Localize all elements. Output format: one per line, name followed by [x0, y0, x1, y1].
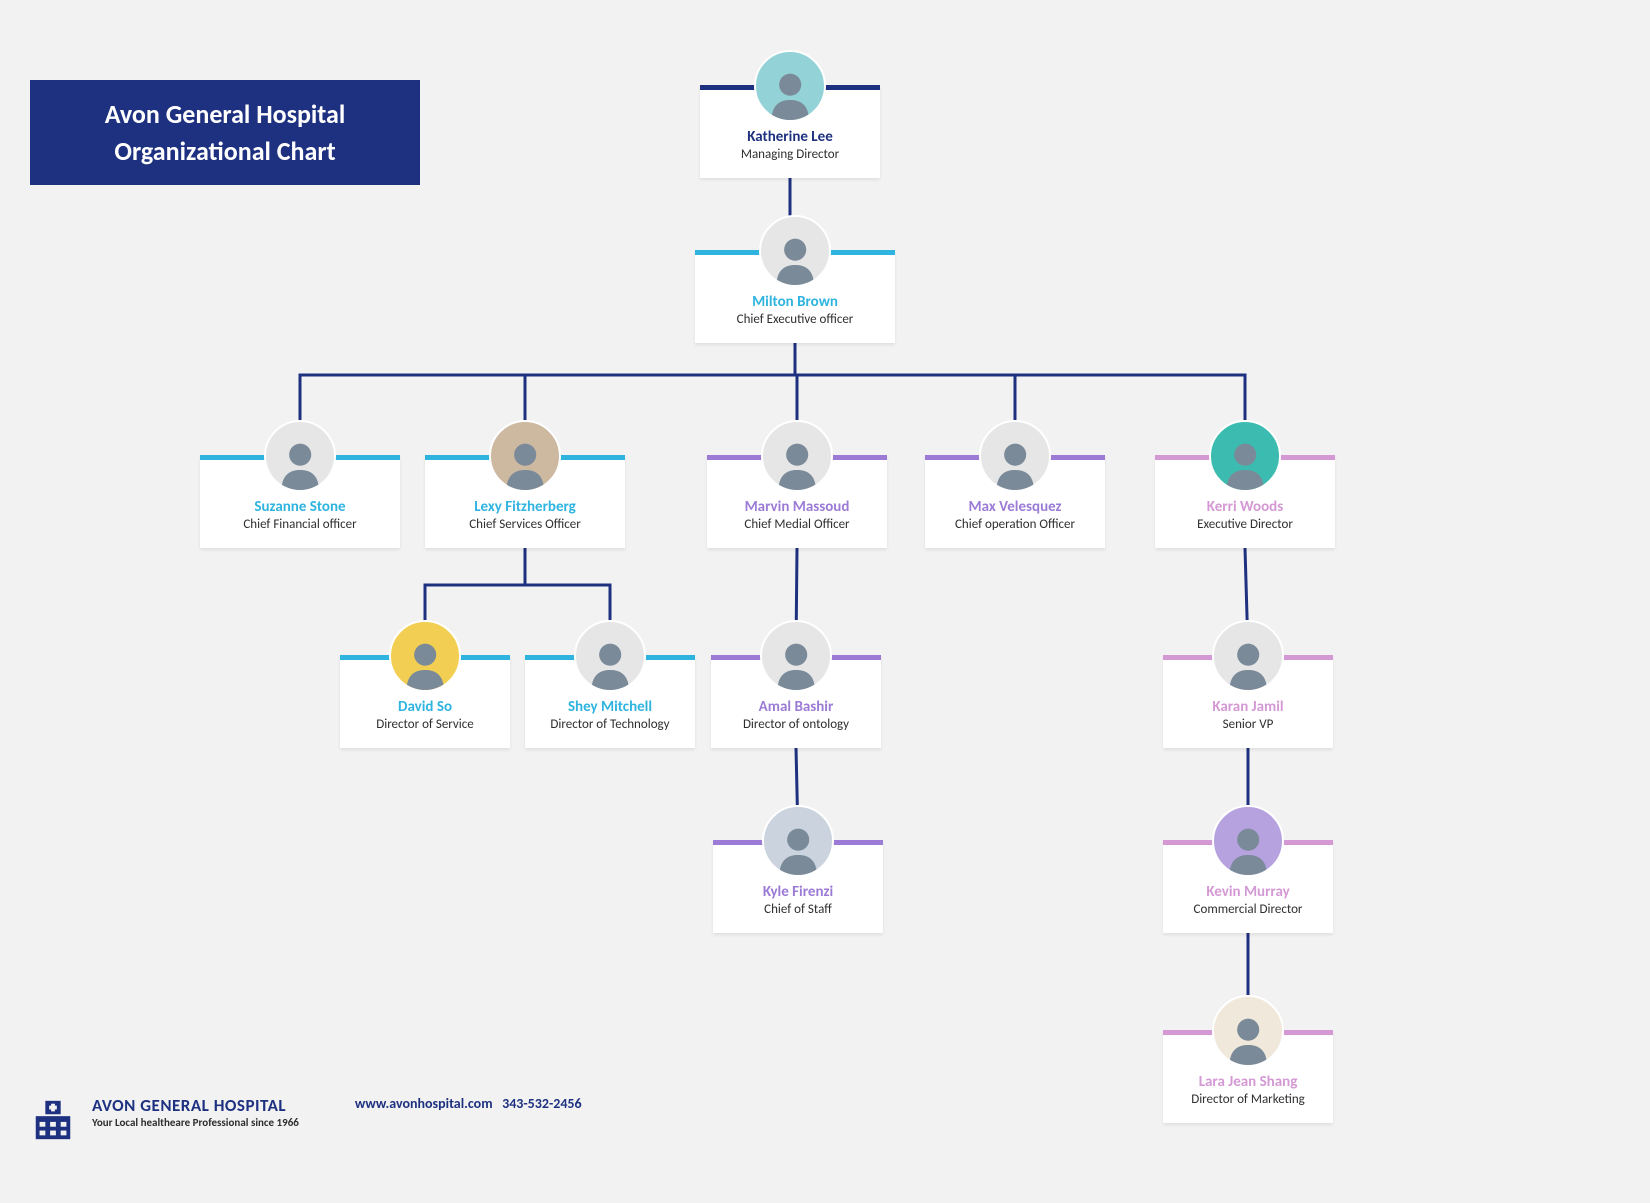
org-node-role: Director of Technology — [533, 717, 687, 734]
footer-phone: 343-532-2456 — [502, 1095, 582, 1112]
org-node-role: Director of ontology — [719, 717, 873, 734]
chart-title-line1: Avon General Hospital — [105, 96, 346, 132]
avatar-icon — [1212, 995, 1284, 1067]
avatar-icon — [760, 620, 832, 692]
org-node-role: Chief of Staff — [721, 902, 875, 919]
org-node-kevin: Kevin MurrayCommercial Director — [1163, 840, 1333, 933]
chart-title-line2: Organizational Chart — [114, 133, 335, 169]
org-node-name: Kevin Murray — [1171, 883, 1325, 902]
org-node-karan: Karan JamilSenior VP — [1163, 655, 1333, 748]
org-node-role: Executive Director — [1163, 517, 1327, 534]
org-node-lara: Lara Jean ShangDirector of Marketing — [1163, 1030, 1333, 1123]
org-node-name: Kyle Firenzi — [721, 883, 875, 902]
avatar-icon — [389, 620, 461, 692]
org-node-katherine: Katherine LeeManaging Director — [700, 85, 880, 178]
avatar-icon — [264, 420, 336, 492]
org-node-role: Chief operation Officer — [933, 517, 1097, 534]
org-node-name: Kerri Woods — [1163, 498, 1327, 517]
org-node-lexy: Lexy FitzherbergChief Services Officer — [425, 455, 625, 548]
avatar-icon — [1212, 620, 1284, 692]
org-node-name: Shey Mitchell — [533, 698, 687, 717]
org-node-role: Senior VP — [1171, 717, 1325, 734]
avatar-icon — [759, 215, 831, 287]
org-node-shey: Shey MitchellDirector of Technology — [525, 655, 695, 748]
chart-title: Avon General Hospital Organizational Cha… — [30, 80, 420, 185]
org-node-name: Milton Brown — [703, 293, 887, 312]
org-node-role: Chief Financial officer — [208, 517, 392, 534]
org-node-max: Max VelesquezChief operation Officer — [925, 455, 1105, 548]
org-node-name: Karan Jamil — [1171, 698, 1325, 717]
org-node-name: Amal Bashir — [719, 698, 873, 717]
avatar-icon — [489, 420, 561, 492]
footer: AVON GENERAL HOSPITAL Your Local healthe… — [30, 1095, 650, 1143]
footer-tagline: Your Local healtheare Professional since… — [92, 1116, 299, 1129]
org-node-suzanne: Suzanne StoneChief Financial officer — [200, 455, 400, 548]
org-node-role: Director of Marketing — [1171, 1092, 1325, 1109]
org-node-kyle: Kyle FirenziChief of Staff — [713, 840, 883, 933]
org-node-marvin: Marvin MassoudChief Medial Officer — [707, 455, 887, 548]
org-node-name: Lexy Fitzherberg — [433, 498, 617, 517]
avatar-icon — [762, 805, 834, 877]
hospital-icon — [30, 1097, 76, 1143]
footer-org-block: AVON GENERAL HOSPITAL Your Local healthe… — [92, 1095, 299, 1129]
org-node-milton: Milton BrownChief Executive officer — [695, 250, 895, 343]
org-node-role: Commercial Director — [1171, 902, 1325, 919]
org-node-role: Chief Services Officer — [433, 517, 617, 534]
org-node-kerri: Kerri WoodsExecutive Director — [1155, 455, 1335, 548]
org-node-name: Katherine Lee — [708, 128, 872, 147]
org-node-name: Max Velesquez — [933, 498, 1097, 517]
org-node-david: David SoDirector of Service — [340, 655, 510, 748]
footer-website: www.avonhospital.com — [355, 1095, 493, 1112]
avatar-icon — [1212, 805, 1284, 877]
org-node-role: Chief Executive officer — [703, 312, 887, 329]
avatar-icon — [979, 420, 1051, 492]
avatar-icon — [1209, 420, 1281, 492]
org-node-name: Marvin Massoud — [715, 498, 879, 517]
footer-org-name: AVON GENERAL HOSPITAL — [92, 1095, 299, 1116]
footer-contact: www.avonhospital.com 343-532-2456 — [355, 1095, 582, 1113]
avatar-icon — [754, 50, 826, 122]
avatar-icon — [574, 620, 646, 692]
org-node-amal: Amal BashirDirector of ontology — [711, 655, 881, 748]
avatar-icon — [761, 420, 833, 492]
org-node-role: Chief Medial Officer — [715, 517, 879, 534]
org-node-role: Director of Service — [348, 717, 502, 734]
org-node-name: Lara Jean Shang — [1171, 1073, 1325, 1092]
org-node-name: David So — [348, 698, 502, 717]
org-node-name: Suzanne Stone — [208, 498, 392, 517]
org-node-role: Managing Director — [708, 147, 872, 164]
